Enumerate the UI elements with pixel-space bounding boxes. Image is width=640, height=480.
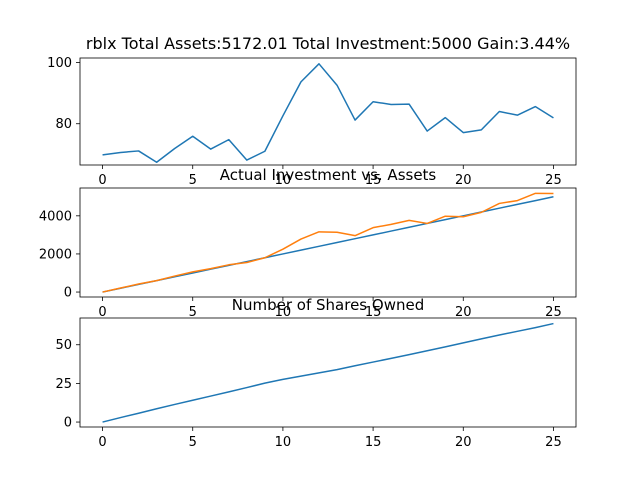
y-tick-label: 2000 bbox=[39, 247, 72, 262]
x-tick-label: 0 bbox=[98, 435, 106, 450]
x-tick-label: 10 bbox=[275, 435, 292, 450]
x-tick-label: 25 bbox=[545, 305, 562, 320]
x-tick-label: 5 bbox=[189, 173, 197, 188]
x-tick-label: 20 bbox=[455, 435, 472, 450]
x-tick-label: 0 bbox=[98, 305, 106, 320]
y-tick-label: 50 bbox=[55, 338, 72, 353]
series-line-0 bbox=[102, 322, 554, 423]
y-tick-label: 0 bbox=[64, 286, 72, 301]
x-tick-label: 15 bbox=[365, 173, 382, 188]
x-tick-label: 20 bbox=[455, 173, 472, 188]
investment-vs-assets-panel: 0 5 10 15 20 25 0 2000 4000 Actual Investment vs.… bbox=[39, 166, 577, 320]
panel-title: Number of Shares Owned bbox=[232, 296, 424, 314]
assets-chart-panel: 0 5 10 15 20 25 80 100 rblx Total Assets:5172.01… bbox=[47, 34, 577, 188]
x-tick-label: 5 bbox=[189, 435, 197, 450]
y-tick-label: 0 bbox=[64, 416, 72, 431]
x-tick-label: 15 bbox=[365, 305, 382, 320]
x-tick-label: 5 bbox=[189, 305, 197, 320]
y-tick-label: 80 bbox=[55, 117, 72, 132]
series-line-0 bbox=[102, 63, 554, 163]
y-tick-label: 25 bbox=[55, 377, 72, 392]
axes-frame bbox=[79, 317, 577, 428]
x-tick-label: 25 bbox=[545, 435, 562, 450]
panel-title: Actual Investment vs. Assets bbox=[220, 166, 437, 184]
x-tick-label: 15 bbox=[365, 435, 382, 450]
x-tick-label: 25 bbox=[545, 173, 562, 188]
x-tick-label: 10 bbox=[275, 173, 292, 188]
y-tick-label: 4000 bbox=[39, 209, 72, 224]
axes-frame bbox=[79, 187, 577, 298]
x-tick-label: 10 bbox=[275, 305, 292, 320]
x-tick-label: 0 bbox=[98, 173, 106, 188]
series-line-1 bbox=[102, 192, 554, 293]
y-tick-label: 100 bbox=[47, 56, 72, 71]
figure-title: rblx Total Assets:5172.01 Total Investme… bbox=[86, 34, 570, 53]
x-tick-label: 20 bbox=[455, 305, 472, 320]
axes-frame bbox=[79, 57, 577, 166]
